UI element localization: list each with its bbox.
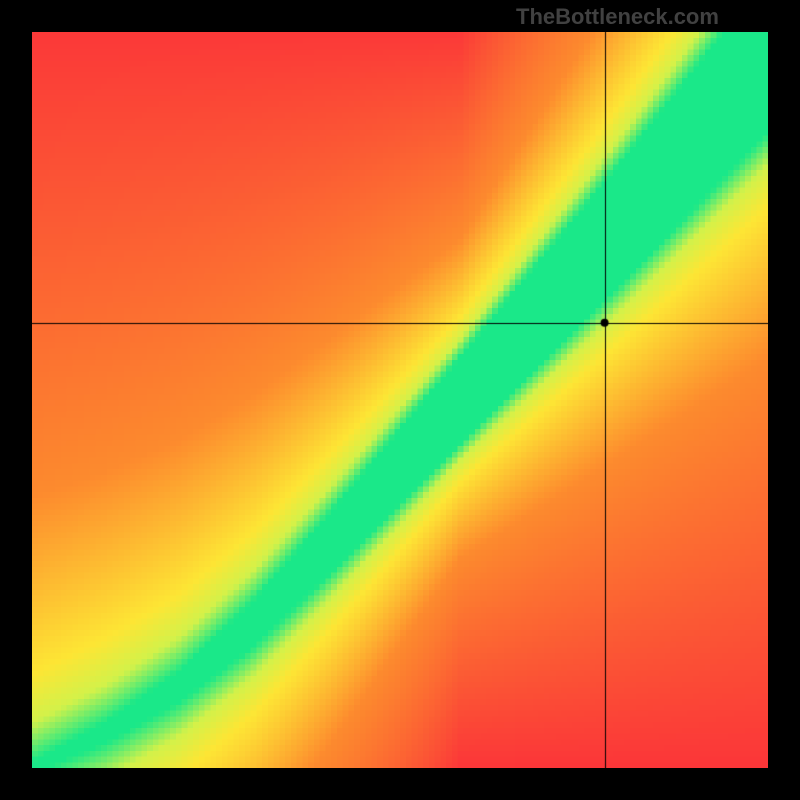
bottleneck-heatmap (32, 32, 768, 768)
chart-container: TheBottleneck.com (0, 0, 800, 800)
watermark-text: TheBottleneck.com (516, 4, 719, 30)
